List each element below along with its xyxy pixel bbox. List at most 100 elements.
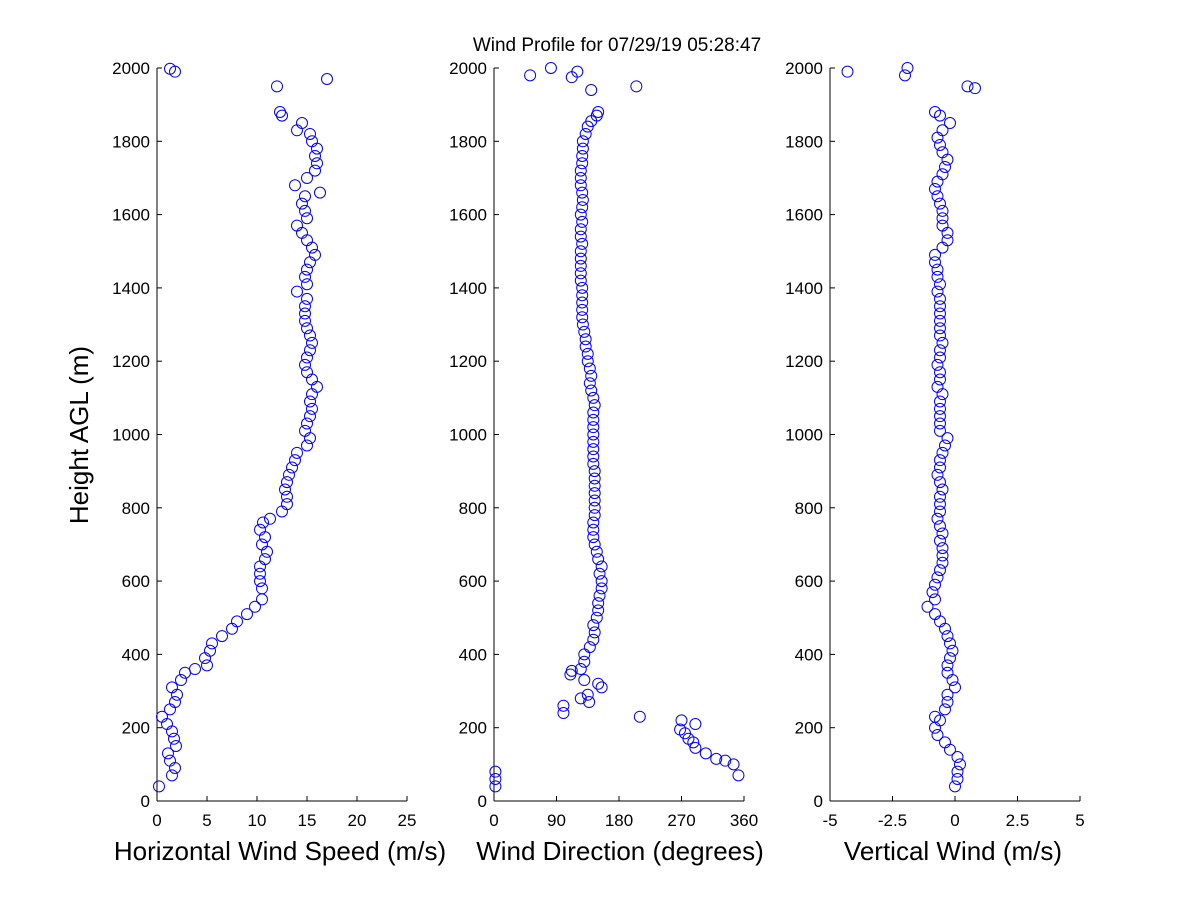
- y-tick-label: 1000: [112, 426, 150, 445]
- data-point: [574, 663, 587, 676]
- data-point: [936, 388, 949, 401]
- data-point: [557, 707, 570, 720]
- data-point: [934, 534, 946, 547]
- data-point: [321, 72, 333, 85]
- data-point: [587, 413, 600, 426]
- data-point: [579, 127, 592, 140]
- data-point: [901, 62, 914, 74]
- y-tick-label: 600: [795, 572, 823, 591]
- data-point: [931, 190, 944, 203]
- data-point: [936, 556, 949, 569]
- data-point: [936, 336, 949, 349]
- data-point: [588, 465, 601, 478]
- data-point: [931, 131, 944, 144]
- y-tick-label: 200: [795, 719, 823, 738]
- data-point: [934, 395, 946, 408]
- data-point: [311, 380, 323, 393]
- data-point: [199, 652, 211, 665]
- data-point: [581, 688, 594, 701]
- data-point: [941, 659, 954, 672]
- data-point: [576, 142, 589, 155]
- data-point: [936, 446, 949, 459]
- data-point: [574, 692, 587, 705]
- data-point: [944, 116, 956, 129]
- data-point: [576, 193, 589, 206]
- data-point: [934, 417, 946, 430]
- data-point: [583, 362, 596, 375]
- data-point: [939, 703, 951, 716]
- y-tick-label: 1600: [785, 206, 823, 225]
- y-tick-label: 0: [141, 792, 150, 811]
- data-point: [574, 179, 587, 192]
- data-point: [587, 531, 600, 544]
- data-point: [934, 476, 946, 489]
- y-tick-label: 600: [459, 572, 487, 591]
- data-point: [576, 157, 589, 170]
- data-point: [156, 710, 168, 723]
- data-point: [576, 186, 589, 199]
- y-tick-label: 0: [814, 792, 823, 811]
- data-point: [579, 340, 592, 353]
- data-point: [309, 248, 321, 261]
- y-tick-label: 200: [459, 719, 487, 738]
- data-point: [934, 292, 946, 305]
- data-point: [166, 769, 178, 782]
- data-point: [306, 135, 318, 148]
- data-point: [301, 278, 313, 291]
- data-point: [931, 571, 944, 584]
- y-tick-label: 1600: [449, 206, 487, 225]
- data-point: [578, 655, 591, 668]
- data-point: [934, 461, 946, 474]
- data-point: [936, 483, 949, 496]
- data-point: [574, 171, 587, 184]
- data-point: [931, 285, 944, 298]
- data-point: [299, 358, 311, 371]
- data-point: [934, 366, 946, 379]
- y-tick-label: 1200: [449, 352, 487, 371]
- data-point: [576, 289, 589, 302]
- y-tick-label: 0: [478, 792, 487, 811]
- y-tick-label: 400: [459, 645, 487, 664]
- data-point: [314, 186, 326, 199]
- data-point: [929, 182, 941, 195]
- y-tick-label: 1800: [112, 132, 150, 151]
- x-tick-label: 5: [1075, 811, 1084, 830]
- data-point: [306, 336, 318, 349]
- data-point: [954, 758, 966, 771]
- data-point: [304, 329, 316, 342]
- data-point: [946, 674, 959, 687]
- data-point: [934, 424, 946, 437]
- data-point: [557, 699, 570, 712]
- data-point: [581, 355, 594, 368]
- data-point: [574, 223, 587, 236]
- data-point: [588, 479, 601, 492]
- data-point: [969, 82, 981, 95]
- data-point: [588, 472, 601, 485]
- x-tick-label: 270: [667, 811, 695, 830]
- data-point: [587, 443, 600, 456]
- data-point: [934, 454, 946, 467]
- y-tick-label: 1600: [112, 206, 150, 225]
- data-point: [961, 80, 974, 93]
- data-point: [296, 197, 308, 210]
- data-point: [929, 593, 941, 606]
- data-point: [929, 248, 941, 261]
- data-point: [301, 439, 313, 452]
- data-point: [951, 773, 964, 786]
- y-tick-label: 1000: [785, 426, 823, 445]
- data-point: [304, 256, 316, 269]
- data-point: [306, 388, 318, 401]
- data-point: [931, 358, 944, 371]
- data-point: [166, 725, 178, 738]
- data-point: [175, 674, 187, 687]
- data-point: [164, 703, 176, 716]
- data-point: [304, 432, 316, 445]
- data-point: [934, 307, 946, 320]
- data-point: [166, 681, 178, 694]
- data-point: [934, 373, 946, 386]
- data-point: [304, 344, 316, 357]
- data-point: [587, 428, 600, 441]
- data-point: [931, 270, 944, 283]
- data-point: [574, 245, 587, 258]
